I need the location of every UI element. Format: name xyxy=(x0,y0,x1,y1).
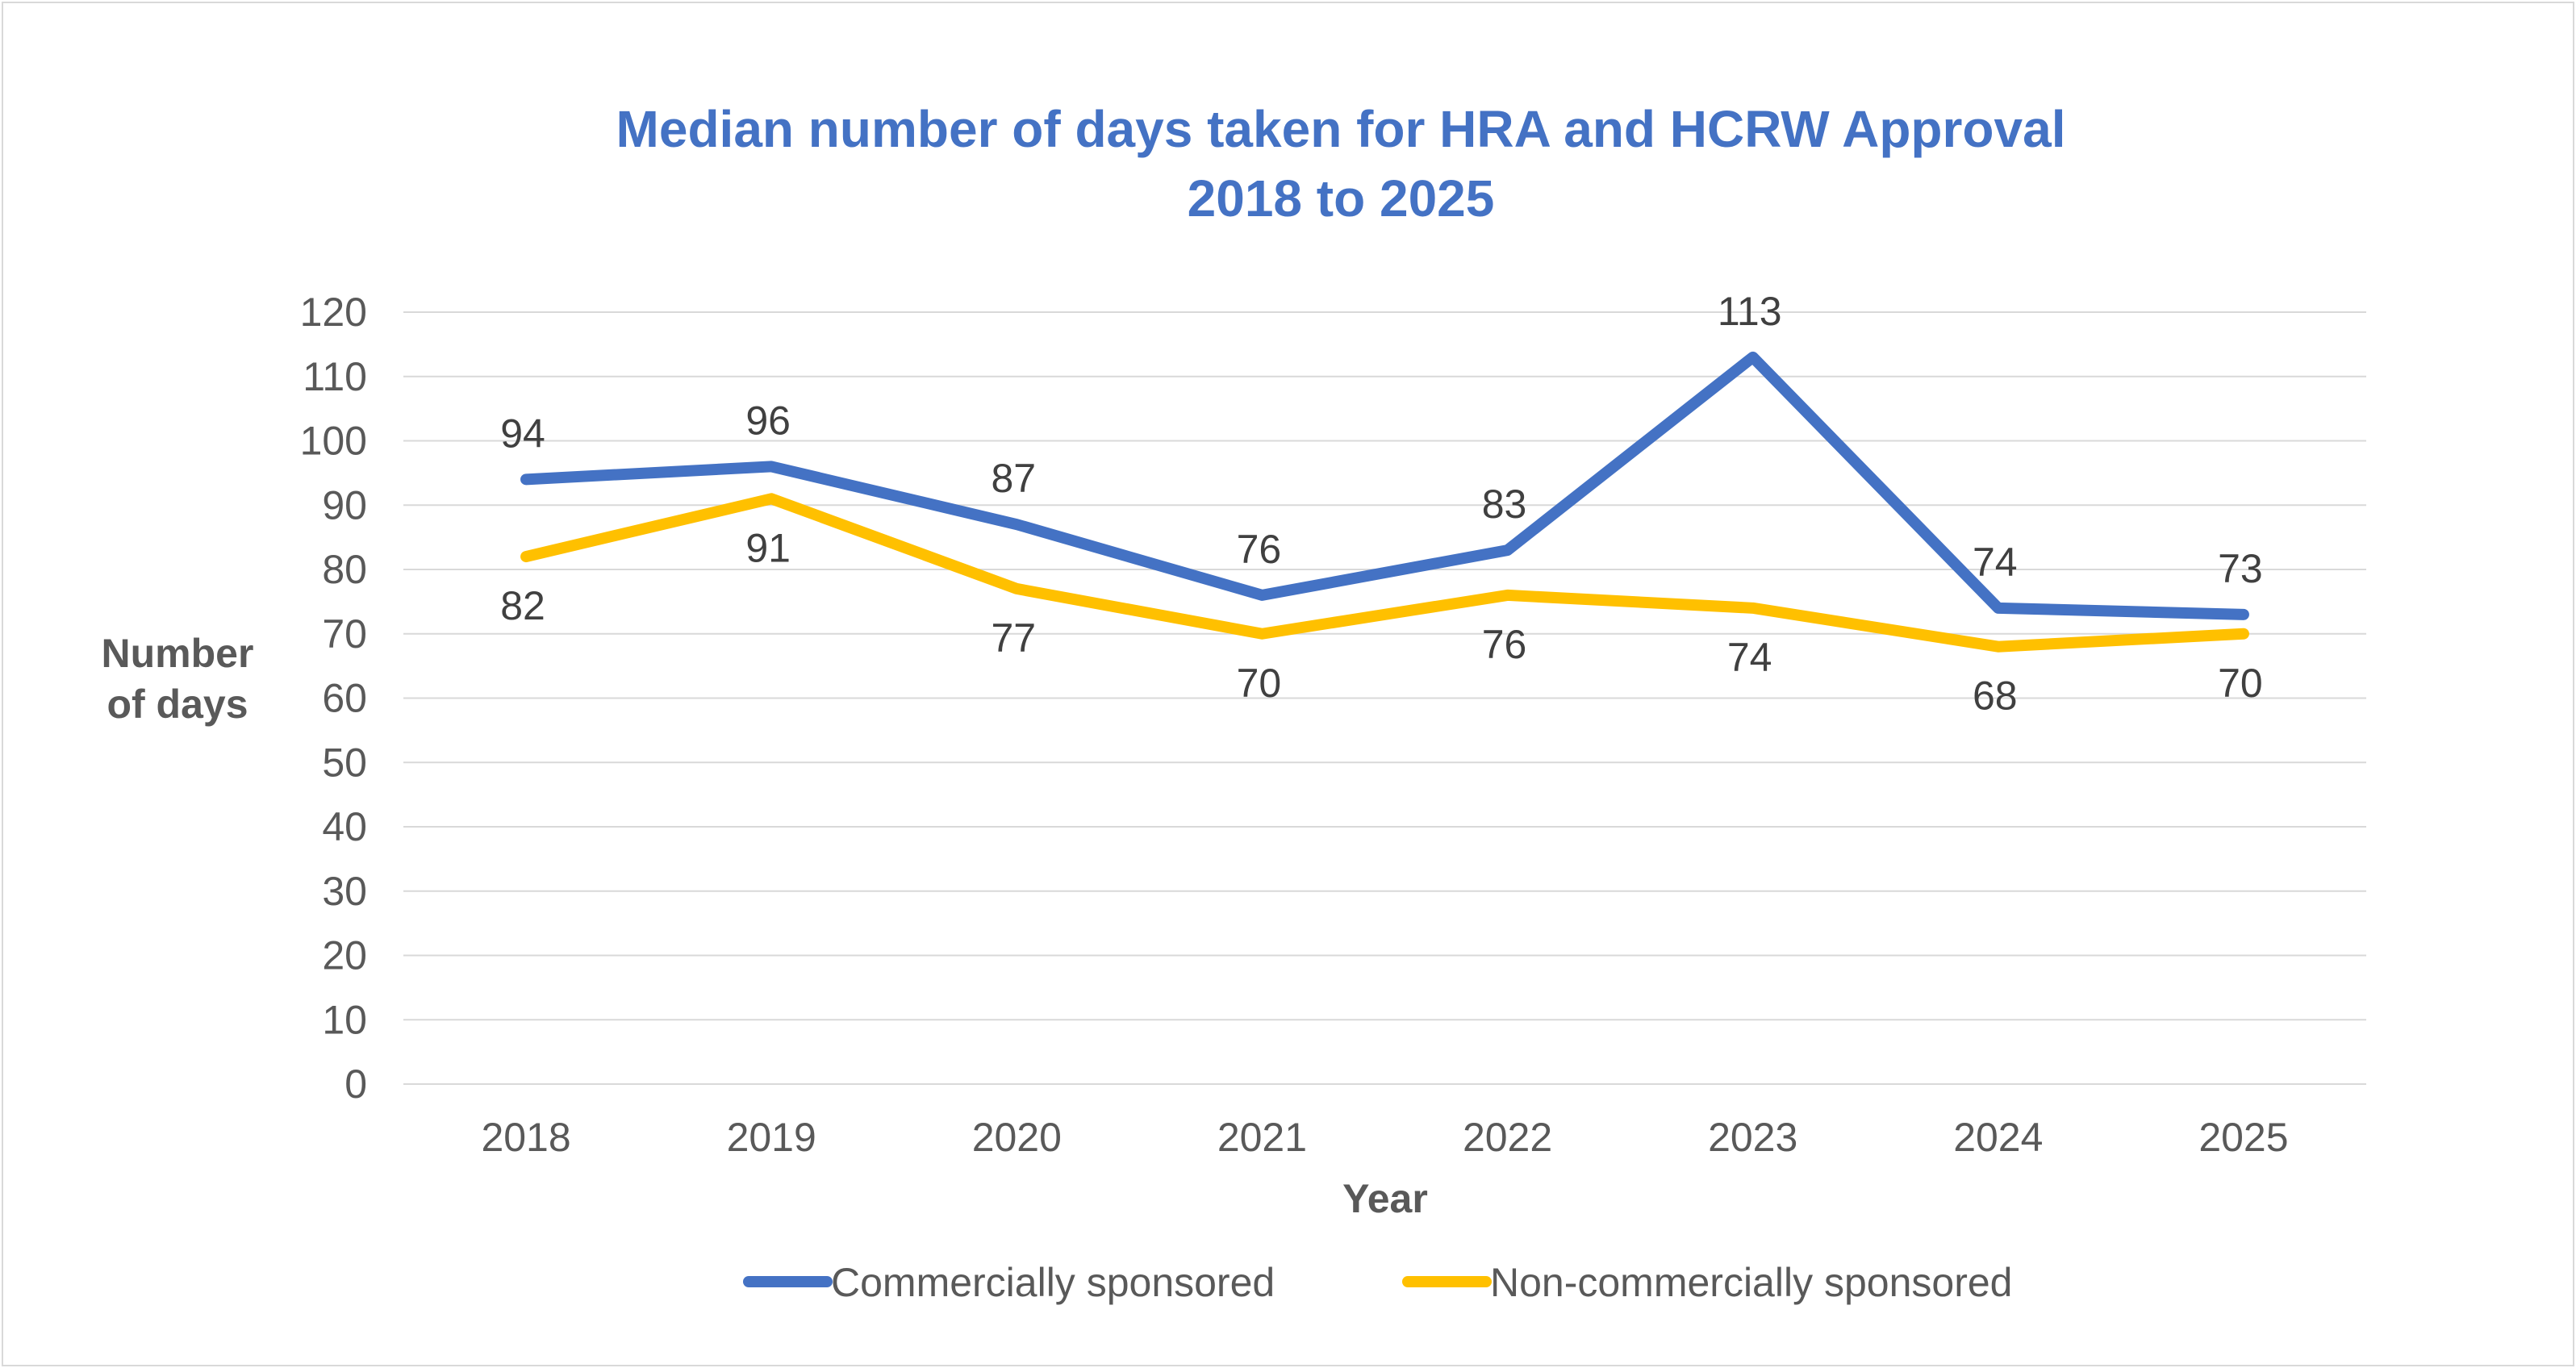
data-point xyxy=(1998,646,1999,648)
y-tick-label: 0 xyxy=(344,1061,367,1107)
data-point xyxy=(1016,588,1017,590)
x-axis-title: Year xyxy=(1342,1176,1428,1221)
data-label: 83 xyxy=(1482,482,1527,527)
data-point xyxy=(1261,594,1263,596)
x-tick-label: 2025 xyxy=(2198,1115,2288,1160)
x-tick-label: 2021 xyxy=(1217,1115,1307,1160)
y-tick-label: 110 xyxy=(303,354,367,399)
y-axis-ticks: 0 10 20 30 40 50 60 70 80 90 100 110 120 xyxy=(300,290,367,1107)
data-point xyxy=(525,556,527,557)
data-label: 91 xyxy=(745,525,791,570)
legend-label-commercial: Commercially sponsored xyxy=(831,1260,1275,1305)
data-label: 82 xyxy=(500,583,545,628)
data-point xyxy=(2243,633,2244,635)
series-line-1 xyxy=(520,493,2249,653)
y-tick-label: 20 xyxy=(322,933,367,978)
x-tick-label: 2018 xyxy=(481,1115,570,1160)
y-tick-label: 10 xyxy=(322,997,367,1042)
data-labels: 94 96 87 76 83 113 74 73 82 91 77 70 76 74 68 70 xyxy=(500,289,2263,719)
y-tick-label: 120 xyxy=(300,290,367,335)
data-label: 87 xyxy=(992,456,1037,501)
x-tick-label: 2019 xyxy=(727,1115,816,1160)
data-point xyxy=(770,498,772,499)
y-tick-label: 70 xyxy=(322,611,367,657)
data-label: 70 xyxy=(2218,661,2263,706)
data-label: 113 xyxy=(1718,289,1782,334)
data-label: 70 xyxy=(1237,661,1282,706)
y-axis-title-line1: Number xyxy=(102,631,254,676)
y-tick-label: 90 xyxy=(322,482,367,528)
data-label: 68 xyxy=(1973,674,2018,719)
y-tick-label: 40 xyxy=(322,804,367,849)
data-point xyxy=(1016,523,1017,525)
data-label: 73 xyxy=(2218,546,2263,591)
data-label: 76 xyxy=(1482,622,1527,667)
data-label: 76 xyxy=(1237,527,1282,572)
y-tick-label: 60 xyxy=(322,676,367,721)
data-point xyxy=(1998,607,1999,609)
data-label: 94 xyxy=(500,411,545,456)
y-axis-title-line2: of days xyxy=(106,682,248,727)
y-tick-label: 30 xyxy=(322,869,367,914)
data-point xyxy=(1261,633,1263,635)
x-tick-label: 2020 xyxy=(972,1115,1062,1160)
chart-title: Median number of days taken for HRA and … xyxy=(616,100,2066,158)
data-label: 77 xyxy=(992,615,1037,661)
y-tick-label: 100 xyxy=(300,419,367,464)
y-tick-label: 80 xyxy=(322,547,367,592)
data-point xyxy=(1752,357,1754,358)
x-tick-label: 2022 xyxy=(1463,1115,1552,1160)
gridlines xyxy=(403,311,2366,1085)
chart-subtitle: 2018 to 2025 xyxy=(1188,169,1495,227)
data-point xyxy=(770,465,772,467)
data-point xyxy=(525,478,527,480)
data-label: 96 xyxy=(745,398,791,443)
series-lines xyxy=(520,351,2249,653)
data-point xyxy=(1507,549,1509,551)
y-tick-label: 50 xyxy=(322,740,367,785)
x-tick-label: 2024 xyxy=(1953,1115,2043,1160)
data-point xyxy=(1752,607,1754,609)
data-point xyxy=(1507,594,1509,596)
series-line-0 xyxy=(520,351,2249,620)
legend: Commercially sponsored Non-commercially … xyxy=(743,1260,2012,1305)
x-tick-label: 2023 xyxy=(1708,1115,1797,1160)
data-point xyxy=(2243,614,2244,615)
legend-label-noncommercial: Non-commercially sponsored xyxy=(1490,1260,2012,1305)
data-label: 74 xyxy=(1727,635,1772,680)
x-axis-ticks: 2018 2019 2020 2021 2022 2023 2024 2025 xyxy=(481,1115,2288,1160)
data-label: 74 xyxy=(1973,540,2018,585)
